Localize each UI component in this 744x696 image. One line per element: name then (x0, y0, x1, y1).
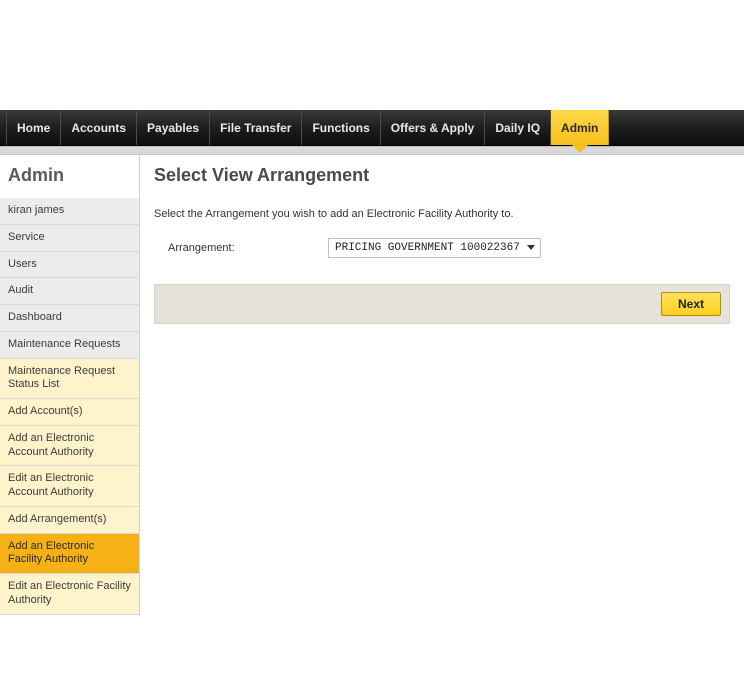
sidebar-item-users[interactable]: Users (0, 252, 139, 279)
nav-sub-strip (0, 146, 744, 155)
instruction-text: Select the Arrangement you wish to add a… (154, 208, 730, 220)
sidebar-item-maintenance-request-status-list[interactable]: Maintenance Request Status List (0, 359, 139, 400)
arrangement-select[interactable]: PRICING GOVERNMENT 100022367 (328, 238, 541, 258)
sidebar-title: Admin (0, 155, 139, 198)
sidebar-item-add-account-s[interactable]: Add Account(s) (0, 399, 139, 426)
sidebar-item-kiran-james[interactable]: kiran james (0, 198, 139, 225)
sidebar-item-service[interactable]: Service (0, 225, 139, 252)
arrangement-label: Arrangement: (168, 242, 328, 254)
action-bar: Next (154, 284, 730, 324)
arrangement-selected-value: PRICING GOVERNMENT 100022367 (335, 242, 520, 254)
content-wrapper: Admin kiran jamesServiceUsersAuditDashbo… (0, 155, 744, 615)
tab-daily-iq[interactable]: Daily IQ (485, 110, 551, 145)
sidebar-item-edit-an-electronic-account-authority[interactable]: Edit an Electronic Account Authority (0, 466, 139, 507)
tab-functions[interactable]: Functions (302, 110, 380, 145)
sidebar-item-add-an-electronic-account-authority[interactable]: Add an Electronic Account Authority (0, 426, 139, 467)
main-panel: Select View Arrangement Select the Arran… (140, 155, 744, 615)
next-button[interactable]: Next (661, 292, 721, 316)
tab-payables[interactable]: Payables (137, 110, 210, 145)
sidebar-item-edit-an-electronic-facility-authority[interactable]: Edit an Electronic Facility Authority (0, 574, 139, 615)
tab-offers-apply[interactable]: Offers & Apply (381, 110, 486, 145)
chevron-down-icon (527, 245, 535, 250)
top-nav: HomeAccountsPayablesFile TransferFunctio… (0, 110, 744, 146)
arrangement-row: Arrangement: PRICING GOVERNMENT 10002236… (154, 238, 730, 258)
sidebar-item-audit[interactable]: Audit (0, 278, 139, 305)
page-title: Select View Arrangement (154, 165, 730, 186)
sidebar-item-add-an-electronic-facility-authority[interactable]: Add an Electronic Facility Authority (0, 534, 139, 575)
tab-home[interactable]: Home (6, 110, 61, 145)
tab-admin[interactable]: Admin (551, 110, 609, 145)
sidebar-item-add-arrangement-s[interactable]: Add Arrangement(s) (0, 507, 139, 534)
admin-sidebar: Admin kiran jamesServiceUsersAuditDashbo… (0, 155, 140, 615)
tab-file-transfer[interactable]: File Transfer (210, 110, 302, 145)
sidebar-item-dashboard[interactable]: Dashboard (0, 305, 139, 332)
tab-accounts[interactable]: Accounts (61, 110, 137, 145)
sidebar-item-maintenance-requests[interactable]: Maintenance Requests (0, 332, 139, 359)
header-spacer (0, 0, 744, 110)
